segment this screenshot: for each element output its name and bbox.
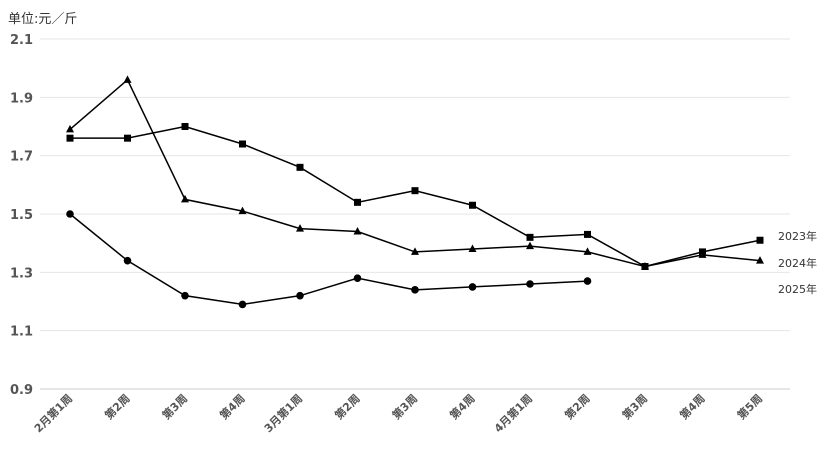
data-point [526, 280, 534, 288]
x-tick-label: 第3周 [389, 391, 420, 422]
data-point [296, 224, 304, 232]
data-point [583, 247, 592, 255]
data-point [181, 291, 189, 300]
x-tick-label: 第2周 [102, 391, 133, 422]
x-tick-label: 3月第1周 [261, 391, 305, 435]
series-group [66, 75, 764, 309]
x-tick-label: 2月第1周 [31, 391, 75, 435]
data-point [66, 134, 74, 142]
data-point [411, 247, 419, 255]
data-point [123, 75, 132, 83]
x-tick-label: 第2周 [562, 391, 593, 422]
data-point [584, 230, 591, 238]
data-point [239, 140, 246, 148]
data-point [238, 300, 247, 309]
data-point [181, 194, 189, 203]
y-tick-label: 2.1 [10, 33, 33, 48]
data-point [641, 262, 649, 270]
x-tick-label: 4月第1周 [491, 391, 535, 435]
x-tick-label: 第3周 [619, 391, 650, 422]
y-tick-label: 1.5 [10, 208, 33, 223]
data-point [526, 233, 534, 241]
y-tick-label: 1.3 [10, 266, 33, 281]
x-tick-label: 第4周 [217, 391, 248, 422]
series-3 [66, 210, 592, 309]
series-2 [66, 75, 764, 270]
y-tick-label: 1.1 [10, 325, 33, 340]
y-axis-ticks: 2.1 1.9 1.7 1.5 1.3 1.1 0.9 [10, 33, 33, 398]
series-line [69, 78, 761, 268]
data-point [411, 286, 419, 294]
y-tick-label: 1.9 [10, 91, 33, 106]
series-line [70, 125, 761, 268]
y-tick-label: 1.7 [10, 150, 33, 165]
data-point [469, 201, 476, 209]
y-tick-label: 0.9 [10, 383, 33, 398]
data-point [583, 277, 592, 285]
legend: 2023年 2024年 2025年 [778, 229, 817, 296]
data-point [756, 256, 764, 264]
data-point [468, 244, 477, 252]
data-point [353, 274, 362, 282]
data-point [238, 206, 247, 215]
x-tick-label: 第4周 [677, 391, 708, 422]
x-axis-ticks: 2月第1周 第2周 第3周 第4周 3月第1周 第2周 第3周 第4周 4月第1周 第2周 第3周第… [31, 391, 765, 435]
x-tick-label: 第5周 [734, 391, 765, 422]
data-point [66, 124, 74, 133]
x-tick-label: 第4周 [447, 391, 478, 422]
data-point [181, 123, 189, 130]
data-point [66, 210, 74, 218]
grid-lines [40, 38, 790, 390]
data-point [124, 134, 131, 142]
data-point [123, 256, 132, 265]
data-point [354, 198, 361, 206]
data-point [353, 227, 362, 235]
data-point [698, 250, 707, 258]
data-point [526, 241, 534, 250]
data-point [296, 291, 304, 300]
series-line [69, 213, 588, 306]
unit-label: 单位:元／斤 [8, 12, 77, 27]
data-point [756, 236, 764, 244]
data-point [296, 163, 304, 171]
legend-entry: 2023年 [778, 229, 817, 243]
data-point [411, 187, 419, 195]
x-tick-label: 第2周 [332, 391, 363, 422]
legend-entry: 2024年 [778, 256, 817, 270]
data-point [468, 283, 477, 291]
x-tick-label: 第3周 [159, 391, 190, 422]
legend-entry: 2025年 [778, 282, 817, 296]
